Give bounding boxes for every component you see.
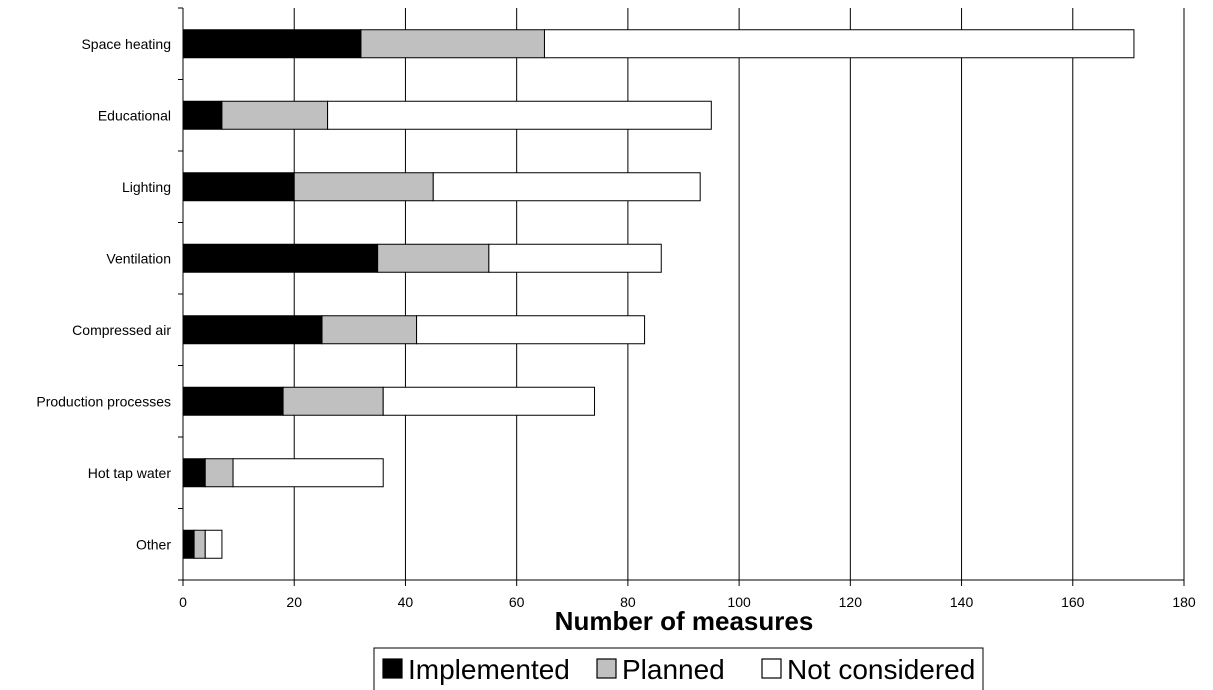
- bar-segment-implemented: [182, 386, 284, 416]
- bar-segment-planned: [193, 529, 206, 559]
- legend: Implemented Planned Not considered: [373, 647, 984, 690]
- category-labels: Space heating Educational Lighting Ventilat…: [36, 36, 171, 553]
- bar-segment-not-considered: [488, 243, 662, 273]
- x-axis-title: Number of measures: [555, 606, 814, 636]
- x-tick-label: 180: [1172, 594, 1196, 610]
- x-tick-label: 40: [398, 594, 414, 610]
- legend-swatch: [761, 658, 782, 679]
- x-tick-label: 140: [950, 594, 974, 610]
- bar-segment-implemented: [182, 315, 323, 345]
- x-tick-label: 160: [1061, 594, 1085, 610]
- category-label: Space heating: [81, 36, 171, 52]
- bar-segment-planned: [221, 100, 329, 130]
- bar-segment-not-considered: [327, 100, 712, 130]
- x-tick-labels: 0 20 40 60 80 100 120 140 160 180: [179, 594, 1196, 610]
- legend-swatch: [596, 658, 617, 679]
- bar-segment-not-considered: [432, 172, 701, 202]
- legend-label: Implemented: [408, 654, 570, 685]
- axes: [178, 7, 1185, 586]
- bar-segment-implemented: [182, 243, 379, 273]
- gridlines: [293, 8, 1185, 580]
- bars: [182, 29, 1135, 559]
- x-tick-label: 100: [727, 594, 751, 610]
- x-tick-label: 60: [509, 594, 525, 610]
- legend-box: [373, 647, 984, 690]
- bar-segment-implemented: [182, 29, 362, 59]
- bar-segment-implemented: [182, 100, 223, 130]
- bar-segment-planned: [204, 458, 234, 488]
- legend-label: Not considered: [787, 654, 975, 685]
- category-label: Other: [136, 536, 171, 552]
- x-tick-label: 80: [620, 594, 636, 610]
- bar-segment-not-considered: [232, 458, 384, 488]
- x-tick-label: 120: [839, 594, 863, 610]
- x-tick-label: 0: [179, 594, 187, 610]
- legend-swatch: [382, 658, 403, 679]
- category-label: Compressed air: [72, 322, 171, 338]
- category-label: Lighting: [122, 179, 171, 195]
- bar-segment-planned: [377, 243, 490, 273]
- legend-label: Planned: [622, 654, 725, 685]
- bar-segment-planned: [321, 315, 418, 345]
- bar-segment-not-considered: [382, 386, 596, 416]
- bar-segment-not-considered: [543, 29, 1135, 59]
- category-label: Educational: [98, 107, 171, 123]
- bar-segment-not-considered: [416, 315, 646, 345]
- category-label: Ventilation: [106, 250, 171, 266]
- bar-segment-planned: [360, 29, 545, 59]
- bar-segment-implemented: [182, 529, 195, 559]
- category-label: Production processes: [36, 393, 171, 409]
- bar-segment-not-considered: [204, 529, 223, 559]
- bar-segment-implemented: [182, 172, 295, 202]
- category-label: Hot tap water: [88, 465, 172, 481]
- bar-segment-implemented: [182, 458, 206, 488]
- x-tick-label: 20: [286, 594, 302, 610]
- bar-segment-planned: [282, 386, 384, 416]
- bar-segment-planned: [293, 172, 434, 202]
